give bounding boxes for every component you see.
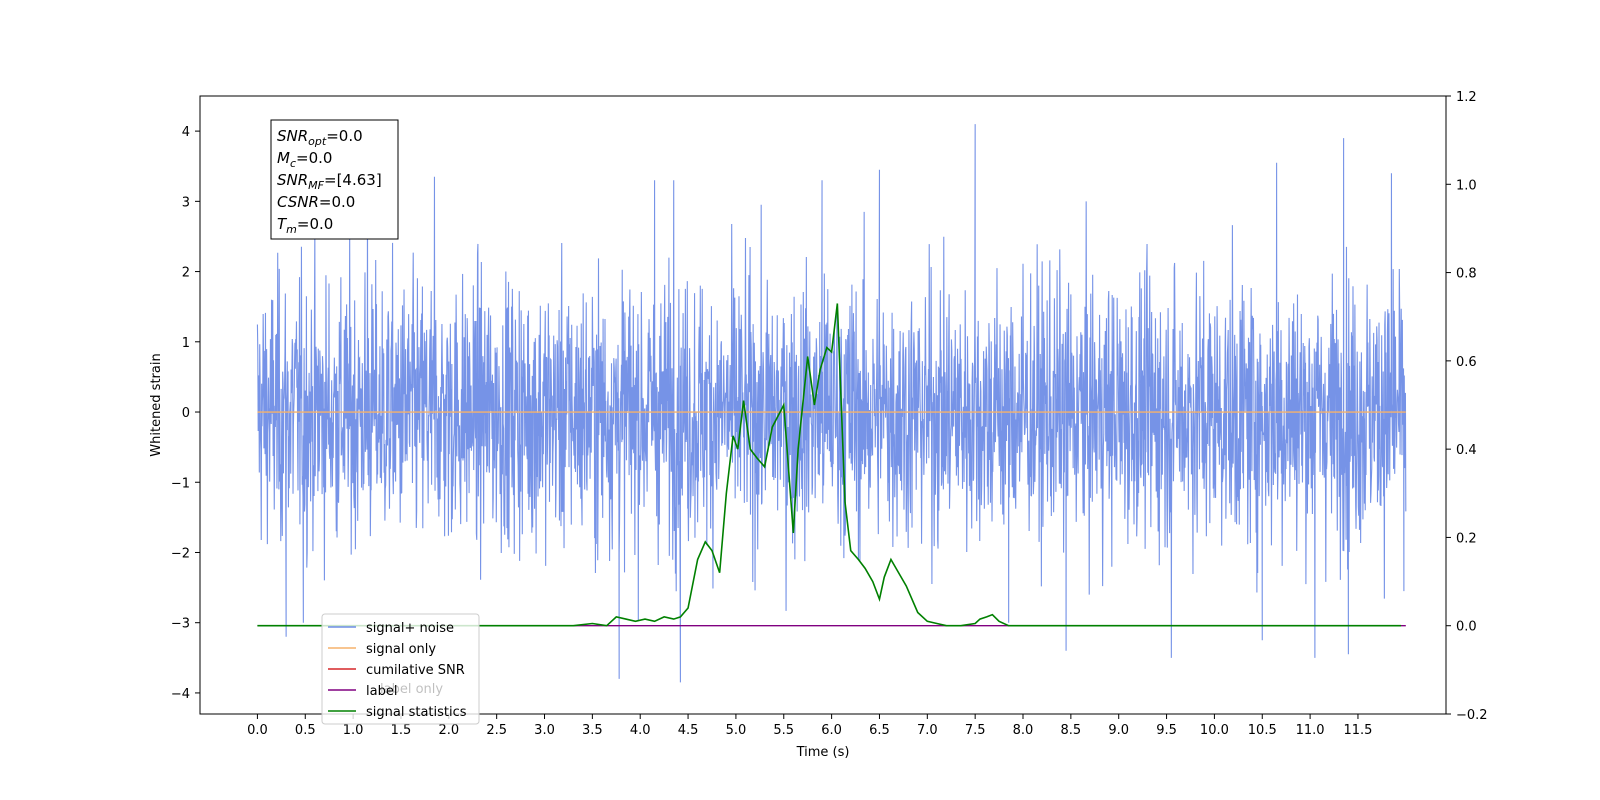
legend-entry: signal+ noise xyxy=(366,621,454,636)
y2-tick-label: 0.4 xyxy=(1456,443,1477,458)
x-tick-label: 1.5 xyxy=(391,723,412,738)
legend-entry: signal statistics xyxy=(366,705,467,720)
x-axis-label: Time (s) xyxy=(796,745,850,760)
x-tick-label: 9.0 xyxy=(1108,723,1129,738)
y-tick-label: −3 xyxy=(171,617,190,632)
stats-value: =0.0 xyxy=(326,127,362,145)
y-axis-label: Whitened strain xyxy=(149,353,164,456)
x-tick-label: 4.5 xyxy=(678,723,699,738)
x-tick-label: 2.5 xyxy=(486,723,507,738)
y2-axis-ticks: −0.2 0.0 0.2 0.4 0.6 0.8 1.0 1.2 xyxy=(1446,90,1488,723)
x-tick-label: 6.5 xyxy=(869,723,890,738)
stats-subscript: opt xyxy=(308,135,327,148)
y2-tick-label: 0.6 xyxy=(1456,355,1477,370)
x-tick-label: 7.0 xyxy=(917,723,938,738)
stats-subscript: MF xyxy=(308,179,324,192)
x-tick-label: 8.0 xyxy=(1013,723,1034,738)
x-tick-label: 0.5 xyxy=(295,723,316,738)
y-tick-label: 3 xyxy=(182,195,190,210)
stats-box-frame xyxy=(270,119,399,240)
stats-symbol: SNR xyxy=(277,127,308,145)
legend-overlap-text: label only xyxy=(380,682,443,697)
x-tick-label: 3.0 xyxy=(534,723,555,738)
y-tick-label: −2 xyxy=(171,546,190,561)
stats-line: SNRopt=0.0 xyxy=(277,127,363,148)
stats-symbol: M xyxy=(277,149,290,167)
y-tick-label: −4 xyxy=(171,687,190,702)
x-tick-label: 5.5 xyxy=(773,723,794,738)
stats-symbol: CSNR xyxy=(277,193,319,211)
x-tick-label: 0.0 xyxy=(247,723,268,738)
legend-entry: signal only xyxy=(366,642,436,657)
axes-frame xyxy=(199,95,1447,715)
x-tick-label: 8.5 xyxy=(1061,723,1082,738)
x-tick-label: 10.0 xyxy=(1200,723,1229,738)
y2-tick-label: −0.2 xyxy=(1456,708,1488,723)
x-tick-label: 6.0 xyxy=(821,723,842,738)
x-tick-label: 11.5 xyxy=(1343,723,1372,738)
x-tick-label: 9.5 xyxy=(1156,723,1177,738)
stats-symbol: T xyxy=(277,215,288,233)
x-tick-label: 4.0 xyxy=(630,723,651,738)
x-tick-label: 2.0 xyxy=(438,723,459,738)
x-tick-label: 7.5 xyxy=(965,723,986,738)
stats-value: =0.0 xyxy=(296,149,332,167)
series-signal-noise xyxy=(256,124,1407,683)
stats-value: =[4.63] xyxy=(324,171,382,189)
legend-frame xyxy=(321,613,480,725)
y2-tick-label: 1.2 xyxy=(1456,90,1477,105)
y2-tick-label: 0.2 xyxy=(1456,531,1477,546)
x-tick-label: 5.0 xyxy=(726,723,747,738)
x-tick-label: 10.5 xyxy=(1248,723,1277,738)
y-tick-label: 4 xyxy=(182,125,190,140)
legend-entry: cumilative SNR xyxy=(366,663,465,678)
x-tick-label: 3.5 xyxy=(582,723,603,738)
stats-value: =0.0 xyxy=(319,193,355,211)
stats-symbol: SNR xyxy=(277,171,308,189)
stats-line: CSNR=0.0 xyxy=(277,193,355,211)
y2-tick-label: 0.8 xyxy=(1456,267,1477,282)
series-signal-statistics xyxy=(257,303,1402,627)
y-axis-ticks: −4 −3 −2 −1 0 1 2 3 4 xyxy=(171,125,200,702)
y-tick-label: 1 xyxy=(182,336,190,351)
legend: label only signal+ noise signal only cumila… xyxy=(321,613,480,725)
stats-subscript: c xyxy=(290,157,296,170)
stats-line: Mc=0.0 xyxy=(277,149,332,170)
x-tick-label: 1.0 xyxy=(343,723,364,738)
legend-entry: label xyxy=(366,684,397,699)
stats-box: SNRopt=0.0Mc=0.0SNRMF=[4.63]CSNR=0.0Tm=0… xyxy=(270,119,399,240)
stats-subscript: m xyxy=(286,223,297,236)
y2-tick-label: 1.0 xyxy=(1456,178,1477,193)
stats-value: =0.0 xyxy=(297,215,333,233)
stats-line: Tm=0.0 xyxy=(277,215,333,236)
y-tick-label: 2 xyxy=(182,266,190,281)
y2-tick-label: 0.0 xyxy=(1456,620,1477,635)
x-axis-ticks: 0.0 0.5 1.0 1.5 2.0 2.5 3.0 3.5 4.0 4.5 5.0 5.5 6.0 6… xyxy=(247,714,1372,738)
y-tick-label: 0 xyxy=(182,406,190,421)
stats-line: SNRMF=[4.63] xyxy=(277,171,382,192)
x-tick-label: 11.0 xyxy=(1296,723,1325,738)
y-tick-label: −1 xyxy=(171,476,190,491)
